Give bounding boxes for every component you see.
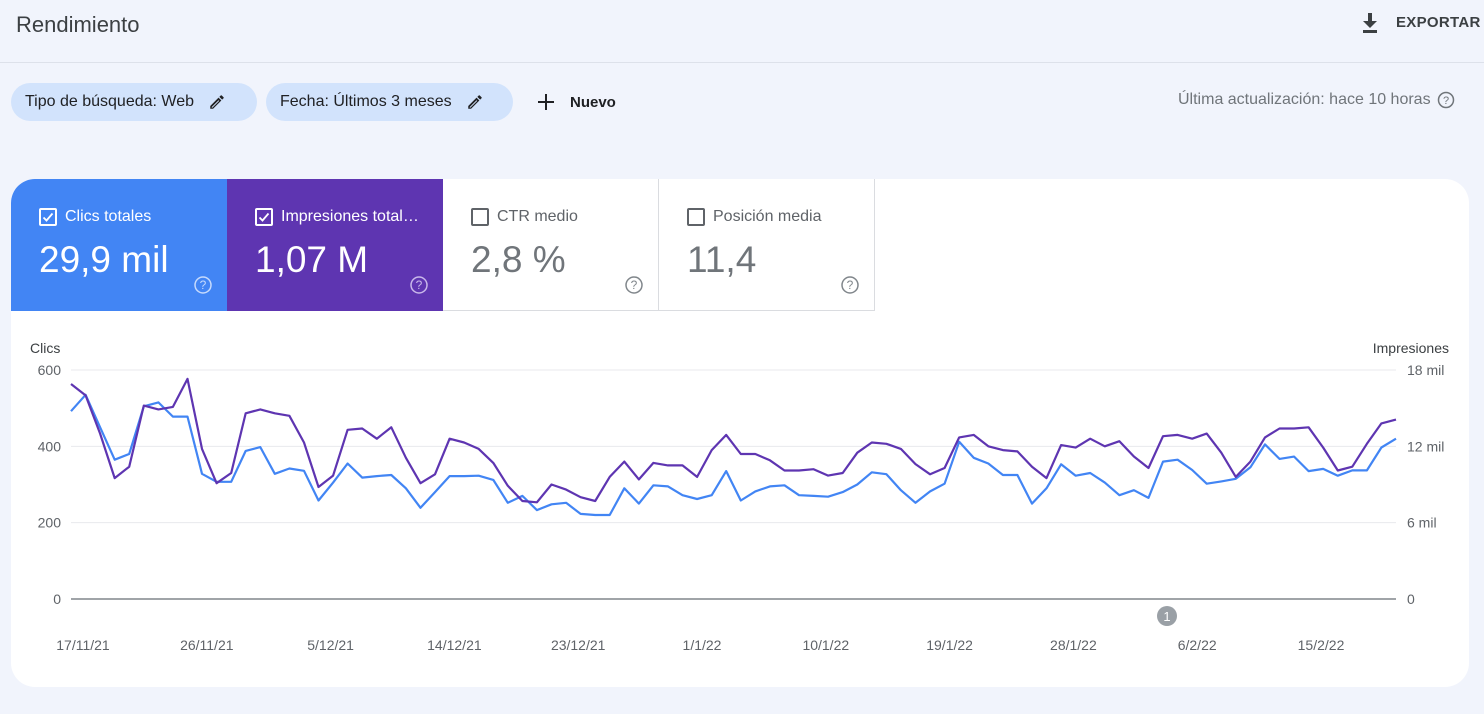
x-tick-label: 15/2/22 (1298, 637, 1345, 653)
series-line-clics[interactable] (70, 393, 1397, 517)
left-tick-label: 200 (38, 515, 62, 531)
metric-average-position[interactable]: Posición media 11,4 ? (659, 179, 875, 311)
edit-pencil-icon[interactable] (208, 93, 226, 111)
x-tick-label: 10/1/22 (802, 637, 849, 653)
x-tick-label: 5/12/21 (307, 637, 354, 653)
x-tick-label: 14/12/21 (427, 637, 482, 653)
chart-gridlines (71, 369, 1396, 600)
metric-value: 11,4 (687, 239, 757, 280)
svg-text:?: ? (200, 278, 207, 292)
x-tick-label: 6/2/22 (1178, 637, 1217, 653)
metric-average-ctr[interactable]: CTR medio 2,8 % ? (443, 179, 659, 311)
right-tick-label: 6 mil (1407, 515, 1437, 531)
metric-value: 2,8 % (471, 239, 566, 280)
help-icon[interactable]: ? (409, 275, 429, 295)
chart-series-lines (70, 377, 1397, 517)
checkmark-icon (258, 212, 270, 222)
search-type-filter-label: Tipo de búsqueda: Web (25, 93, 195, 110)
checkmark-icon (42, 212, 54, 222)
left-axis-title: Clics (30, 340, 60, 356)
x-tick-label: 26/11/21 (180, 637, 234, 653)
help-icon[interactable]: ? (840, 275, 860, 295)
metric-label: Posición media (713, 208, 822, 225)
edit-pencil-icon[interactable] (466, 93, 484, 111)
x-tick-label: 28/1/22 (1050, 637, 1097, 653)
right-axis-title: Impresiones (1373, 340, 1449, 356)
metric-label: Clics totales (65, 208, 152, 225)
metric-value: 29,9 mil (39, 239, 169, 280)
export-button[interactable]: EXPORTAR (1360, 10, 1481, 34)
left-tick-label: 0 (53, 591, 61, 607)
date-filter-chip[interactable]: Fecha: Últimos 3 meses (266, 83, 513, 121)
svg-text:?: ? (631, 278, 638, 292)
x-tick-label: 23/12/21 (551, 637, 606, 653)
checkbox-checked[interactable] (39, 208, 57, 226)
right-tick-label: 18 mil (1407, 362, 1444, 378)
right-tick-label: 0 (1407, 591, 1415, 607)
x-tick-label: 1/1/22 (683, 637, 722, 653)
download-icon (1363, 13, 1377, 33)
right-tick-label: 12 mil (1407, 438, 1444, 454)
metric-value: 1,07 M (255, 239, 369, 280)
metric-total-clicks[interactable]: Clics totales 29,9 mil ? (11, 179, 227, 311)
date-filter-label: Fecha: Últimos 3 meses (280, 93, 452, 110)
x-tick-label: 17/11/21 (56, 637, 110, 653)
metric-label: Impresiones total… (281, 208, 419, 225)
chart-y-ticks: 600 18 mil 400 12 mil 200 6 mil 0 0 (38, 362, 1445, 607)
svg-text:?: ? (847, 278, 854, 292)
new-filter-label: Nuevo (570, 93, 616, 111)
top-bar: Rendimiento EXPORTAR (0, 0, 1484, 63)
metric-label: CTR medio (497, 208, 578, 225)
checkbox-unchecked[interactable] (687, 208, 705, 226)
search-type-filter-chip[interactable]: Tipo de búsqueda: Web (11, 83, 257, 121)
new-filter-button[interactable]: Nuevo (536, 88, 616, 116)
last-update-text: Última actualización: hace 10 horas (1178, 91, 1431, 108)
annotation-label: 1 (1163, 609, 1170, 624)
x-tick-label: 19/1/22 (926, 637, 973, 653)
help-icon[interactable]: ? (624, 275, 644, 295)
help-icon[interactable]: ? (1437, 91, 1455, 109)
plus-icon (538, 94, 554, 110)
checkbox-checked[interactable] (255, 208, 273, 226)
series-line-impresiones[interactable] (70, 377, 1397, 504)
page-title: Rendimiento (16, 12, 140, 37)
annotation-marker[interactable]: 1 (1157, 606, 1177, 626)
metric-total-impressions[interactable]: Impresiones total… 1,07 M ? (227, 179, 443, 311)
left-tick-label: 400 (38, 438, 62, 454)
last-update-status: Última actualización: hace 10 horas ? (1178, 91, 1455, 109)
svg-text:?: ? (416, 278, 423, 292)
left-tick-label: 600 (38, 362, 62, 378)
svg-text:?: ? (1443, 95, 1449, 107)
performance-card: Clics totales 29,9 mil ? Impresiones tot… (11, 179, 1469, 687)
checkbox-unchecked[interactable] (471, 208, 489, 226)
export-label: EXPORTAR (1396, 13, 1481, 31)
chart-x-ticks: 17/11/21 26/11/21 5/12/21 14/12/21 23/12/21 1… (56, 637, 1344, 653)
help-icon[interactable]: ? (193, 275, 213, 295)
